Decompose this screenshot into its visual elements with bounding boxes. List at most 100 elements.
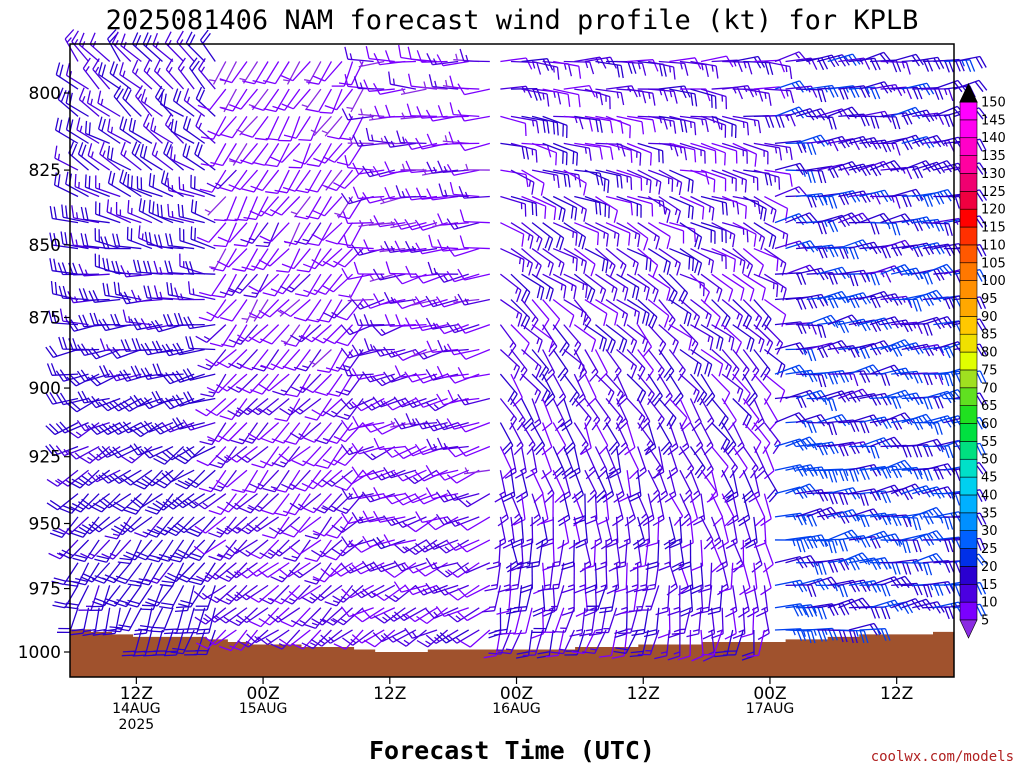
wind-barb (150, 117, 174, 144)
wind-barb (510, 493, 522, 527)
x-tick-label: 12Z (880, 684, 913, 704)
wind-barb (706, 470, 719, 503)
wind-barb (280, 584, 311, 605)
wind-barb (880, 444, 912, 458)
wind-barb (500, 115, 527, 137)
wind-barb (521, 88, 550, 107)
wind-barb (664, 470, 677, 503)
wind-barb (161, 445, 195, 461)
wind-barb (246, 629, 279, 644)
wind-barb (795, 134, 829, 147)
wind-barb (637, 248, 659, 278)
wind-barb (531, 248, 554, 276)
colorbar-label: 75 (981, 363, 998, 378)
colorbar-segment (959, 530, 978, 549)
wind-barb (384, 584, 417, 603)
wind-barb (457, 109, 490, 122)
wind-barb (210, 248, 237, 272)
wind-barb (711, 273, 734, 302)
colorbar-label: 130 (981, 167, 1006, 182)
wind-barb (795, 293, 829, 307)
wind-barb (502, 607, 523, 635)
wind-barb (637, 273, 659, 303)
wind-barb (178, 585, 206, 608)
wind-barb (669, 324, 693, 351)
wind-barb (310, 629, 343, 647)
wind-barb (584, 562, 598, 594)
wind-barb (293, 469, 322, 492)
wind-barb (270, 273, 301, 295)
wind-barb (679, 493, 692, 527)
wind-barb (404, 492, 438, 504)
wind-barb (848, 364, 882, 377)
wind-barb (753, 493, 766, 527)
wind-barb (107, 607, 132, 633)
wind-barb (484, 562, 502, 592)
wind-barb (564, 629, 586, 656)
wind-barb (447, 389, 480, 403)
wind-barb (859, 81, 893, 94)
wind-barb (322, 493, 354, 513)
colorbar-segment (959, 262, 978, 281)
wind-barb (279, 273, 311, 293)
wind-barb (954, 79, 988, 93)
wind-barb (521, 222, 543, 251)
wind-barb (901, 271, 934, 285)
wind-barb (209, 61, 227, 85)
wind-barb (552, 247, 578, 272)
credit-text[interactable]: coolwx.com/models (871, 749, 1014, 765)
wind-barb (605, 422, 620, 455)
wind-barb (184, 469, 216, 489)
wind-barb (764, 60, 793, 80)
wind-barb (135, 85, 153, 117)
wind-barb (542, 142, 568, 166)
wind-barb (132, 469, 163, 490)
wind-barb (774, 186, 808, 198)
wind-barb (421, 81, 448, 90)
wind-barb (110, 493, 142, 512)
wind-barb (627, 115, 656, 133)
wind-barb (626, 222, 649, 251)
wind-barb (195, 86, 216, 117)
wind-barb (690, 299, 712, 328)
wind-barb (721, 398, 737, 431)
wind-barb (407, 46, 438, 63)
wind-barb (456, 421, 491, 433)
wind-barb (522, 629, 544, 657)
wind-barb (80, 206, 110, 224)
wind-barb (520, 422, 536, 455)
wind-barb (732, 195, 761, 215)
colorbar-segment (959, 316, 978, 335)
wind-barb (46, 363, 79, 376)
wind-barb (655, 585, 671, 616)
wind-barb (457, 348, 491, 360)
wind-barb (497, 493, 509, 527)
wind-barb (72, 539, 100, 563)
wind-barb (425, 487, 459, 500)
wind-barb (669, 195, 694, 220)
colorbar-label: 85 (981, 328, 998, 343)
colorbar-top-arrow (959, 82, 978, 103)
wind-barb (510, 195, 538, 217)
wind-barb (647, 373, 663, 407)
wind-barb (616, 222, 641, 248)
wind-barb (142, 113, 163, 144)
wind-barb (531, 273, 554, 302)
wind-barb (383, 291, 417, 305)
wind-barb (446, 629, 480, 644)
colorbar-segment (959, 369, 978, 389)
wind-barb (344, 46, 374, 63)
wind-barb (531, 349, 550, 381)
wind-barb (658, 422, 673, 456)
wind-barb (637, 324, 653, 357)
wind-barb (312, 562, 343, 583)
colorbar-segment (959, 298, 978, 317)
wind-barb (390, 220, 417, 229)
wind-barb (645, 516, 660, 548)
colorbar-segment (959, 423, 978, 442)
wind-barb (404, 138, 438, 151)
wind-barb (183, 88, 206, 117)
wind-barb (510, 60, 542, 75)
wind-barb (560, 398, 573, 432)
wind-barb (543, 585, 565, 612)
